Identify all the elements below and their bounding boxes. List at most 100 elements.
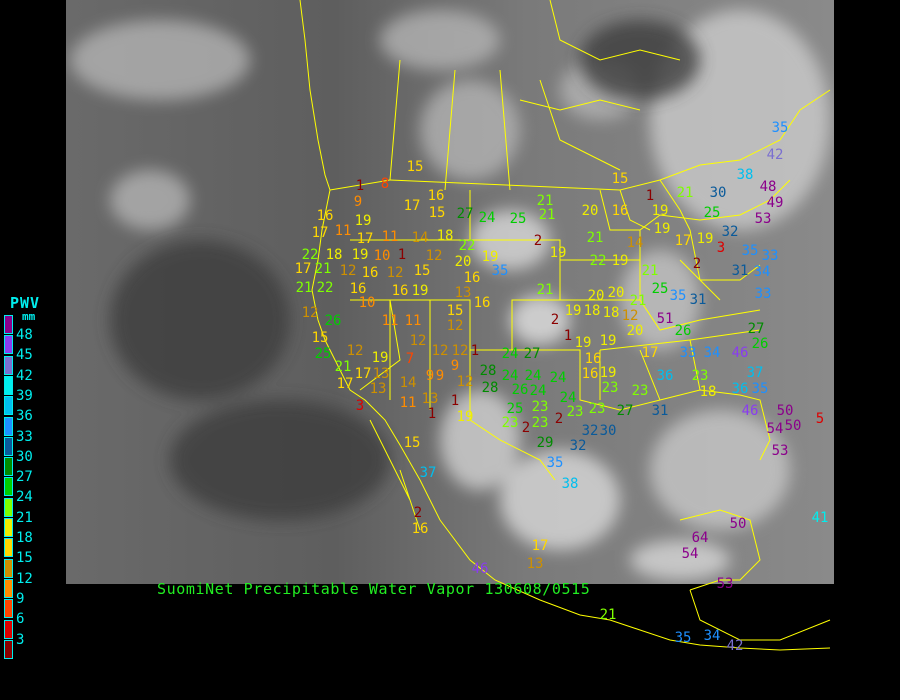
station-value: 24 <box>479 210 496 226</box>
station-value: 42 <box>767 147 784 163</box>
legend-swatch <box>4 436 13 456</box>
station-value: 2 <box>534 233 542 249</box>
station-value: 1 <box>451 393 459 409</box>
station-value: 19 <box>412 283 429 299</box>
station-value: 20 <box>627 323 644 339</box>
station-value: 2 <box>414 505 422 521</box>
station-value: 15 <box>407 159 424 175</box>
station-value: 18 <box>603 305 620 321</box>
legend-tick: 18 <box>16 530 33 546</box>
legend-unit: mm <box>22 310 36 323</box>
station-value: 50 <box>730 516 747 532</box>
station-value: 15 <box>612 171 629 187</box>
station-value: 20 <box>455 254 472 270</box>
station-value: 16 <box>350 281 367 297</box>
legend-swatch <box>4 639 13 659</box>
station-value: 21 <box>587 230 604 246</box>
station-value: 20 <box>588 288 605 304</box>
station-value: 22 <box>590 253 607 269</box>
station-value: 35 <box>675 630 692 646</box>
station-value: 54 <box>682 546 699 562</box>
station-value: 18 <box>437 228 454 244</box>
station-value: 27 <box>617 403 634 419</box>
station-value: 16 <box>317 208 334 224</box>
station-value: 13 <box>455 285 472 301</box>
legend-tick: 3 <box>16 631 25 648</box>
station-value: 12 <box>447 318 464 334</box>
station-value: 50 <box>785 418 802 434</box>
legend-tick: 39 <box>16 387 33 404</box>
station-value: 18 <box>700 384 717 400</box>
station-value: 12 <box>457 374 474 390</box>
station-value: 49 <box>767 195 784 211</box>
legend-swatch <box>4 335 13 355</box>
station-value: 11 <box>405 313 422 329</box>
station-value: 26 <box>512 382 529 398</box>
station-value: 15 <box>414 263 431 279</box>
pwv-color-legend: PWV mm 48 45 42 39 36 33 30 27 24 21 18 15 12 9 6 3 <box>0 290 70 670</box>
station-value: 35 <box>670 288 687 304</box>
station-value: 19 <box>565 303 582 319</box>
station-value: 36 <box>657 368 674 384</box>
station-value: 12 <box>426 248 443 264</box>
station-value: 8 <box>381 176 389 192</box>
station-value: 10 <box>374 248 391 264</box>
station-value: 23 <box>632 383 649 399</box>
station-value: 2 <box>555 411 563 427</box>
station-value: 13 <box>527 556 544 572</box>
station-value: 24 <box>502 346 519 362</box>
station-value: 18 <box>326 247 343 263</box>
station-value: 25 <box>510 211 527 227</box>
station-value: 11 <box>400 395 417 411</box>
station-value: 46 <box>472 561 489 577</box>
station-value: 33 <box>680 345 697 361</box>
station-value: 32 <box>582 423 599 439</box>
station-value: 24 <box>530 383 547 399</box>
station-value: 19 <box>482 249 499 265</box>
station-value: 12 <box>410 333 427 349</box>
station-value: 14 <box>400 375 417 391</box>
station-value: 31 <box>690 292 707 308</box>
station-value: 9 <box>426 368 434 384</box>
station-value: 12 <box>452 343 469 359</box>
station-value: 15 <box>429 205 446 221</box>
geographic-borders <box>299 0 831 651</box>
station-value: 30 <box>600 423 617 439</box>
station-value: 3 <box>717 240 725 256</box>
station-value: 41 <box>812 510 829 526</box>
station-value: 23 <box>532 415 549 431</box>
station-value: 21 <box>677 185 694 201</box>
station-value: 12 <box>340 263 357 279</box>
station-value: 38 <box>562 476 579 492</box>
station-value: 24 <box>550 370 567 386</box>
legend-tick: 6 <box>16 611 25 628</box>
station-value: 22 <box>317 280 334 296</box>
station-value: 25 <box>704 205 721 221</box>
legend-tick: 42 <box>16 367 33 384</box>
station-value: 11 <box>335 223 352 239</box>
station-value: 15 <box>404 435 421 451</box>
station-value: 38 <box>737 167 754 183</box>
station-value: 24 <box>560 390 577 406</box>
station-value: 21 <box>537 193 554 209</box>
station-value: 14 <box>412 230 429 246</box>
station-value: 18 <box>584 303 601 319</box>
map-caption: SuomiNet Precipitable Water Vapor 130608… <box>157 580 591 598</box>
station-value: 29 <box>537 435 554 451</box>
station-value: 13 <box>422 391 439 407</box>
station-value: 17 <box>355 366 372 382</box>
satellite-imagery <box>66 0 834 584</box>
station-value: 16 <box>464 270 481 286</box>
legend-tick: 33 <box>16 428 33 445</box>
station-value: 1 <box>646 188 654 204</box>
station-value: 53 <box>755 211 772 227</box>
station-value: 10 <box>359 295 376 311</box>
station-value: 35 <box>742 243 759 259</box>
legend-swatch <box>4 315 13 334</box>
station-value: 53 <box>717 576 734 592</box>
station-value: 7 <box>406 351 414 367</box>
station-value: 17 <box>404 198 421 214</box>
station-value: 1 <box>356 178 364 194</box>
station-value: 33 <box>762 248 779 264</box>
